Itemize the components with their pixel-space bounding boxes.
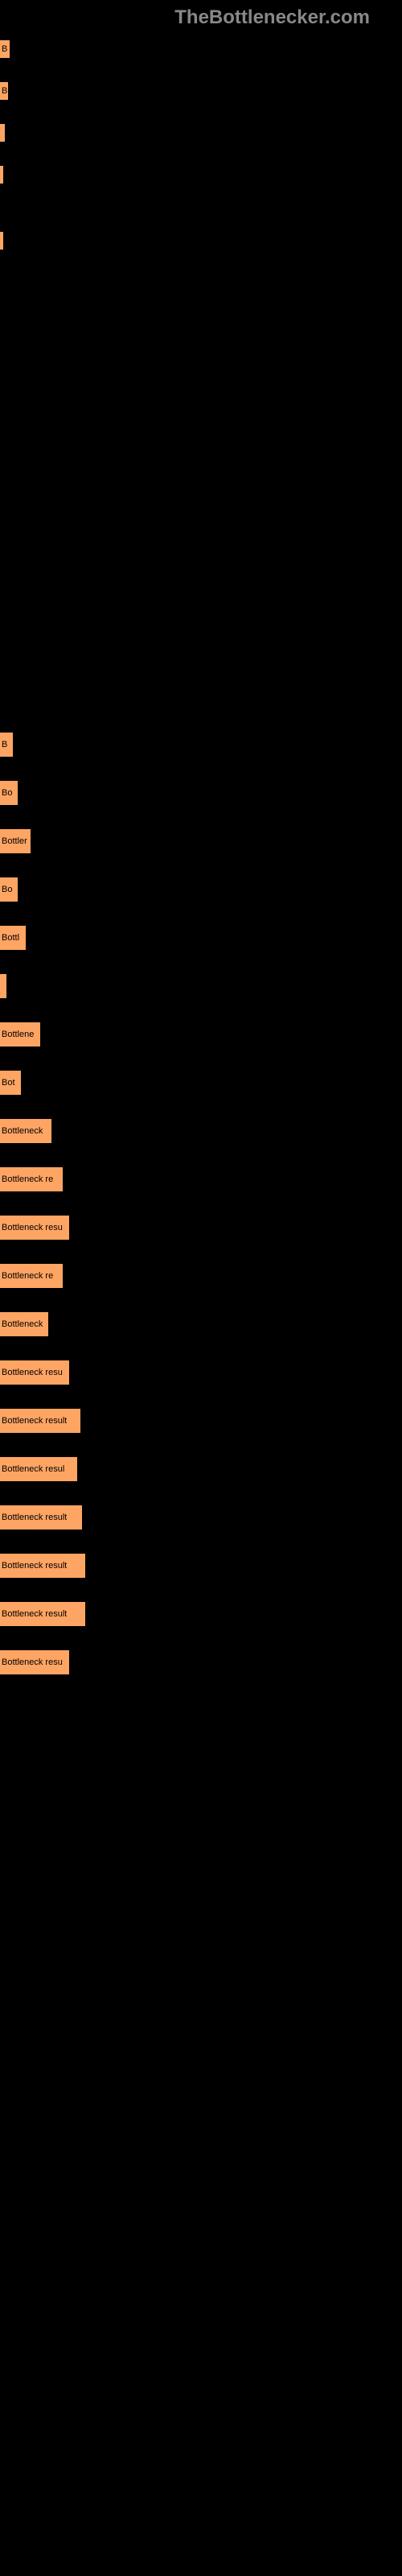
chart-bar: Bottleneck resu [0, 1360, 69, 1385]
chart-bar: Bottleneck resu [0, 1216, 69, 1240]
chart-bar-label: Bottleneck re [2, 1271, 53, 1281]
chart-bar-label: Bottleneck result [2, 1513, 67, 1522]
chart-bar: Bottleneck result [0, 1554, 85, 1578]
chart-bar-label: Bottl [2, 933, 19, 943]
chart-bar: Bottleneck resul [0, 1457, 77, 1481]
chart-bar-label: Bo [2, 788, 12, 798]
chart-bar: Bottleneck resu [0, 1650, 69, 1674]
top-bar [0, 232, 3, 250]
chart-bar-label: Bo [2, 885, 12, 894]
chart-bar-label: Bottleneck result [2, 1609, 67, 1619]
chart-bar-label: Bottleneck resu [2, 1657, 63, 1667]
chart-bar-label: B [2, 740, 7, 749]
top-bar-label: B [2, 86, 7, 96]
chart-bar-label: Bottleneck result [2, 1561, 67, 1571]
chart-bar: Bottleneck result [0, 1409, 80, 1433]
chart-bar: Bottleneck result [0, 1602, 85, 1626]
chart-bar [0, 974, 6, 998]
chart-bar-label: Bottleneck [2, 1319, 43, 1329]
chart-bar: Bottl [0, 926, 26, 950]
top-bar: B [0, 40, 10, 58]
chart-bar: Bottlene [0, 1022, 40, 1046]
top-bars-section: B B [0, 0, 402, 250]
chart-section: B Bo Bottler Bo Bottl Bottlene Bot Bottl… [0, 733, 402, 1674]
top-bar-label: B [2, 44, 7, 54]
chart-bar: B [0, 733, 13, 757]
chart-bar-label: Bottlene [2, 1030, 34, 1039]
top-bar [0, 166, 3, 184]
chart-bar-label: Bottleneck resu [2, 1368, 63, 1377]
chart-bar: Bottleneck re [0, 1264, 63, 1288]
chart-bar-label: Bottleneck [2, 1126, 43, 1136]
chart-bar: Bo [0, 877, 18, 902]
watermark: TheBottlenecker.com [174, 6, 370, 29]
chart-bar-label: Bottler [2, 836, 27, 846]
chart-bar: Bottleneck [0, 1312, 48, 1336]
chart-bar-label: Bottleneck resul [2, 1464, 64, 1474]
chart-bar-label: Bottleneck result [2, 1416, 67, 1426]
chart-bar: Bo [0, 781, 18, 805]
chart-bar: Bottleneck [0, 1119, 51, 1143]
chart-bar: Bot [0, 1071, 21, 1095]
chart-bar-label: Bot [2, 1078, 15, 1088]
chart-bar: Bottler [0, 829, 31, 853]
top-bar [0, 124, 5, 142]
chart-bar: Bottleneck re [0, 1167, 63, 1191]
chart-bar: Bottleneck result [0, 1505, 82, 1530]
chart-bar-label: Bottleneck resu [2, 1223, 63, 1232]
top-bar: B [0, 82, 8, 100]
chart-bar-label: Bottleneck re [2, 1174, 53, 1184]
